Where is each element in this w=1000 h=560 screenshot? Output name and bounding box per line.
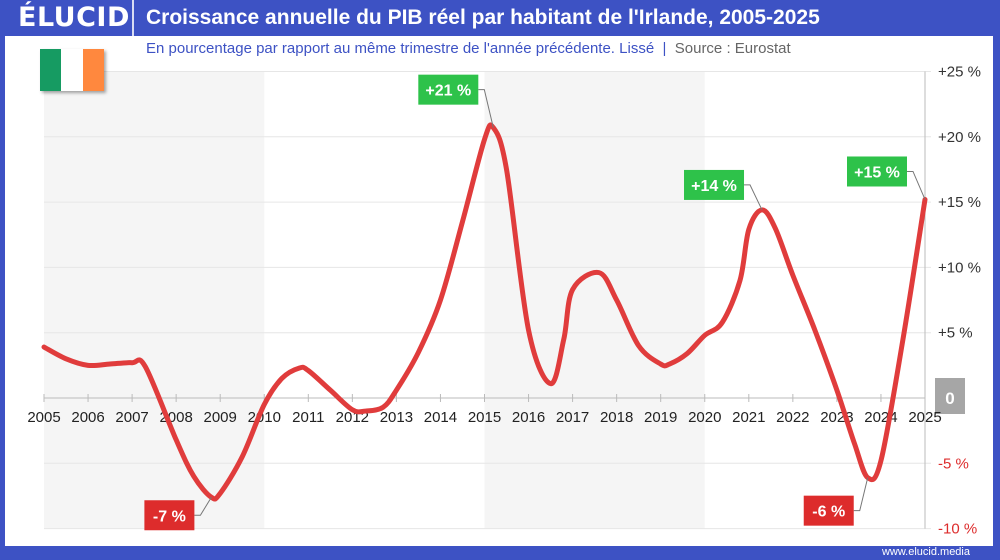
x-tick-label: 2007 bbox=[115, 409, 148, 426]
shaded-band bbox=[484, 71, 705, 529]
x-tick-label: 2018 bbox=[600, 409, 633, 426]
source-text: Source : Eurostat bbox=[674, 40, 791, 57]
y-tick-label: +5 % bbox=[938, 325, 973, 342]
x-tick-label: 2015 bbox=[468, 409, 501, 426]
x-tick-label: 2016 bbox=[512, 409, 545, 426]
gdp-growth-line bbox=[41, 122, 928, 502]
annotation-box bbox=[418, 74, 479, 105]
zero-badge bbox=[935, 378, 965, 414]
x-tick-label: 2017 bbox=[556, 409, 589, 426]
annotation-label: +21 % bbox=[425, 83, 471, 100]
annotation-connector bbox=[907, 170, 926, 200]
y-tick-label: +20 % bbox=[938, 129, 981, 146]
x-tick-label: 2019 bbox=[644, 409, 677, 426]
header-bar: ÉLUCID Croissance annuelle du PIB réel p… bbox=[0, 0, 1000, 36]
x-tick-label: 2020 bbox=[688, 409, 721, 426]
annotation-connector bbox=[744, 184, 763, 211]
flag-stripe-green bbox=[40, 49, 62, 91]
annotation-box bbox=[803, 495, 854, 526]
x-tick-label: 2009 bbox=[204, 409, 237, 426]
y-tick-label: -5 % bbox=[938, 455, 969, 472]
flag-stripe-white bbox=[61, 49, 83, 91]
y-tick-label: 0 bbox=[945, 389, 954, 408]
footer-url[interactable]: www.elucid.media bbox=[881, 546, 970, 558]
x-tick-label: 2021 bbox=[732, 409, 765, 426]
annotation-connector bbox=[194, 496, 212, 516]
annotation-box bbox=[684, 169, 745, 200]
annotation-box bbox=[847, 156, 907, 187]
shaded-band bbox=[44, 71, 265, 529]
annotation-label: -6 % bbox=[812, 504, 845, 521]
ireland-flag-icon bbox=[40, 49, 104, 91]
x-tick-label: 2010 bbox=[248, 409, 281, 426]
x-tick-label: 2005 bbox=[27, 409, 60, 426]
x-tick-label: 2014 bbox=[424, 409, 457, 426]
annotation-label: +15 % bbox=[854, 164, 900, 181]
header-divider bbox=[132, 0, 134, 36]
x-tick-label: 2011 bbox=[292, 409, 324, 426]
x-tick-label: 2013 bbox=[380, 409, 413, 426]
y-tick-label: +25 % bbox=[938, 64, 981, 81]
annotation-label: -7 % bbox=[153, 508, 186, 525]
y-tick-label: -10 % bbox=[938, 521, 977, 538]
x-tick-label: 2022 bbox=[776, 409, 809, 426]
annotation-box bbox=[144, 500, 195, 531]
x-tick-label: 2006 bbox=[71, 409, 104, 426]
annotation-connector bbox=[478, 89, 494, 128]
elucid-logo: ÉLUCID bbox=[18, 2, 130, 33]
flag-stripe-orange bbox=[82, 49, 104, 91]
annotation-connector bbox=[853, 477, 869, 512]
y-tick-label: +15 % bbox=[938, 194, 981, 211]
chart-subtitle: En pourcentage par rapport au même trime… bbox=[146, 40, 791, 57]
y-tick-label: +10 % bbox=[938, 259, 981, 276]
chart-title: Croissance annuelle du PIB réel par habi… bbox=[146, 6, 820, 29]
annotation-label: +14 % bbox=[691, 178, 737, 195]
x-tick-label: 2025 bbox=[908, 409, 941, 426]
subtitle-text: En pourcentage par rapport au même trime… bbox=[146, 40, 655, 57]
